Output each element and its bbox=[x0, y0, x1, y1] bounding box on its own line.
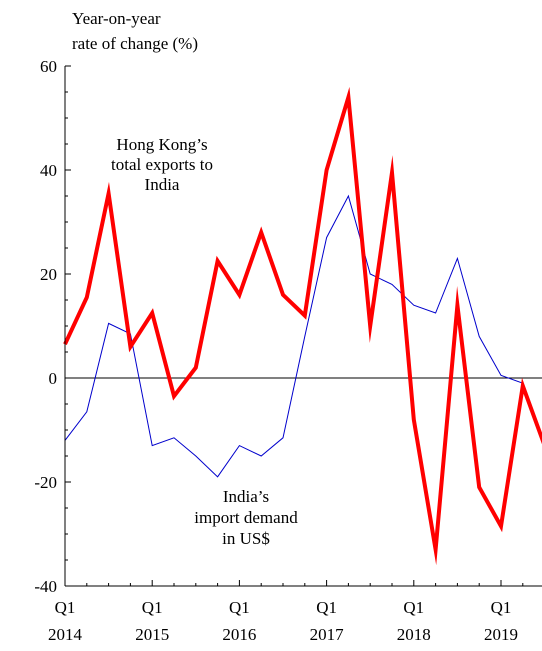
y-tick-label: 60 bbox=[40, 57, 57, 76]
axis-layer: 60 40 20 0 -20 -40 Q1 2014 Q1 2015 Q1 2016 Q1 2017 Q1 2… bbox=[34, 57, 542, 644]
y-axis-label-line-2: rate of change (%) bbox=[72, 34, 198, 53]
y-tick-label: 20 bbox=[40, 265, 57, 284]
x-tick-label-quarter: Q1 bbox=[55, 598, 76, 617]
x-tick-label-quarter: Q1 bbox=[491, 598, 512, 617]
series-label-import-demand-line-2: import demand bbox=[194, 508, 298, 527]
x-tick-label-quarter: Q1 bbox=[316, 598, 337, 617]
series-line-india-import-demand bbox=[64, 194, 523, 478]
x-tick-label-year: 2017 bbox=[310, 625, 345, 644]
series-layer bbox=[63, 86, 542, 566]
x-tick-label-quarter: Q1 bbox=[403, 598, 424, 617]
x-tick-label-year: 2014 bbox=[48, 625, 83, 644]
y-tick-label: 0 bbox=[49, 369, 58, 388]
x-tick-label-year: 2016 bbox=[222, 625, 256, 644]
series-label-exports-line-1: Hong Kong’s bbox=[116, 135, 207, 154]
x-tick-label-year: 2015 bbox=[135, 625, 169, 644]
y-tick-label: -20 bbox=[34, 473, 57, 492]
series-line-hk-exports bbox=[63, 86, 542, 566]
series-label-import-demand-line-3: in US$ bbox=[222, 529, 270, 548]
x-tick-label-year: 2019 bbox=[484, 625, 518, 644]
x-tick-label-quarter: Q1 bbox=[229, 598, 250, 617]
y-tick-label: -40 bbox=[34, 577, 57, 596]
x-tick-label-year: 2018 bbox=[397, 625, 431, 644]
series-label-exports-line-3: India bbox=[145, 175, 180, 194]
x-tick-label-quarter: Q1 bbox=[142, 598, 163, 617]
series-label-exports-line-2: total exports to bbox=[111, 155, 213, 174]
series-label-import-demand-line-1: India’s bbox=[223, 487, 269, 506]
y-tick-label: 40 bbox=[40, 161, 57, 180]
y-axis-label-line-1: Year-on-year bbox=[72, 9, 161, 28]
